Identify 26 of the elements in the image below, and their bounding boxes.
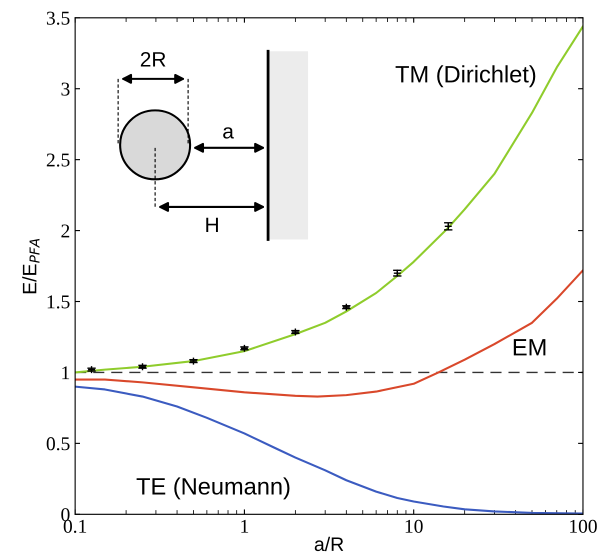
point	[87, 365, 96, 374]
x-tick-label: 0.1	[64, 520, 86, 533]
y-tick-label: 1.5	[48, 295, 70, 309]
point	[291, 328, 300, 336]
y-tick-label: 3	[61, 82, 70, 96]
series-label: TM (Dirichlet)	[396, 65, 536, 88]
point	[138, 362, 147, 371]
y-axis-title: E/E$_{PFA}$	[22, 238, 40, 294]
series-label: EM	[514, 339, 546, 356]
annotation: H	[206, 218, 218, 232]
y-tick-label: 3.5	[46, 12, 70, 25]
y-tick-label: 1	[62, 366, 70, 380]
x-tick-label: 10	[406, 520, 423, 533]
y-tick-label: 0	[61, 508, 70, 522]
point	[189, 356, 198, 366]
x-tick-label: 1	[241, 520, 248, 533]
point	[240, 344, 249, 352]
annotation: 2R	[140, 52, 166, 67]
point	[342, 303, 350, 312]
x-tick-label: 100	[570, 520, 597, 533]
y-tick-label: 2.5	[46, 154, 70, 167]
y-tick-label: 2	[61, 224, 70, 238]
x-axis-title: a/R	[314, 536, 344, 552]
y-tick-label: 0.5	[46, 437, 70, 450]
annotation: a	[223, 127, 234, 139]
series-label: TE (Neumann)	[136, 477, 290, 500]
